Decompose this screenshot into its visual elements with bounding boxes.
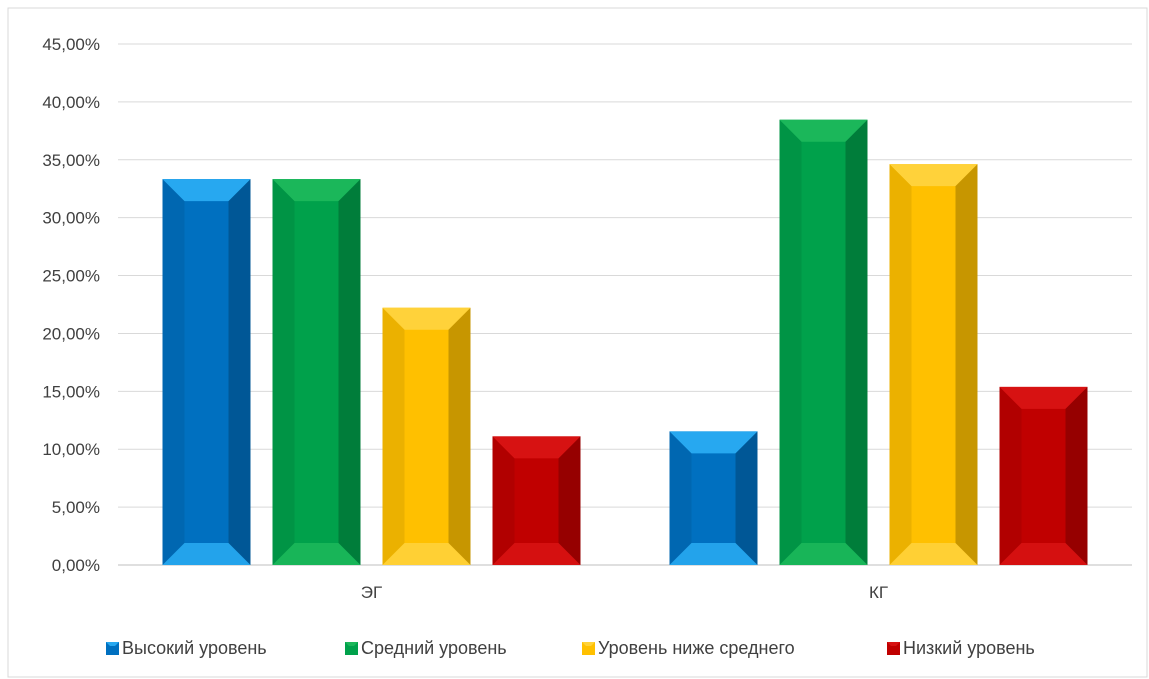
x-axis-category-labels: ЭГ КГ: [361, 583, 888, 602]
y-tick-label: 0,00%: [52, 556, 100, 575]
x-category-label: КГ: [869, 583, 888, 602]
x-category-label: ЭГ: [361, 583, 382, 602]
legend-label: Средний уровень: [361, 638, 507, 658]
y-tick-label: 35,00%: [42, 151, 100, 170]
y-tick-label: 20,00%: [42, 324, 100, 343]
bar: [889, 164, 978, 565]
bars: [162, 119, 1088, 566]
y-tick-label: 15,00%: [42, 382, 100, 401]
bar: [492, 436, 581, 565]
legend-label: Уровень ниже среднего: [598, 638, 795, 658]
bar: [779, 119, 868, 566]
legend-item: Уровень ниже среднего: [582, 638, 795, 658]
y-tick-label: 5,00%: [52, 498, 100, 517]
legend-label: Высокий уровень: [122, 638, 267, 658]
bar: [162, 179, 251, 565]
y-tick-label: 40,00%: [42, 93, 100, 112]
y-tick-label: 10,00%: [42, 440, 100, 459]
y-tick-label: 25,00%: [42, 267, 100, 286]
legend: Высокий уровень Средний уровень Уровень ни…: [106, 638, 1035, 658]
bar: [272, 179, 361, 565]
y-tick-label: 45,00%: [42, 35, 100, 54]
legend-item: Средний уровень: [345, 638, 507, 658]
y-tick-label: 30,00%: [42, 209, 100, 228]
bar: [999, 386, 1088, 565]
legend-label: Низкий уровень: [903, 638, 1035, 658]
legend-item: Высокий уровень: [106, 638, 267, 658]
y-axis-tick-labels: 0,00% 5,00% 10,00% 15,00% 20,00% 25,00% 30,00%…: [42, 35, 100, 575]
legend-item: Низкий уровень: [887, 638, 1035, 658]
bar: [669, 431, 758, 565]
bar: [382, 307, 471, 565]
